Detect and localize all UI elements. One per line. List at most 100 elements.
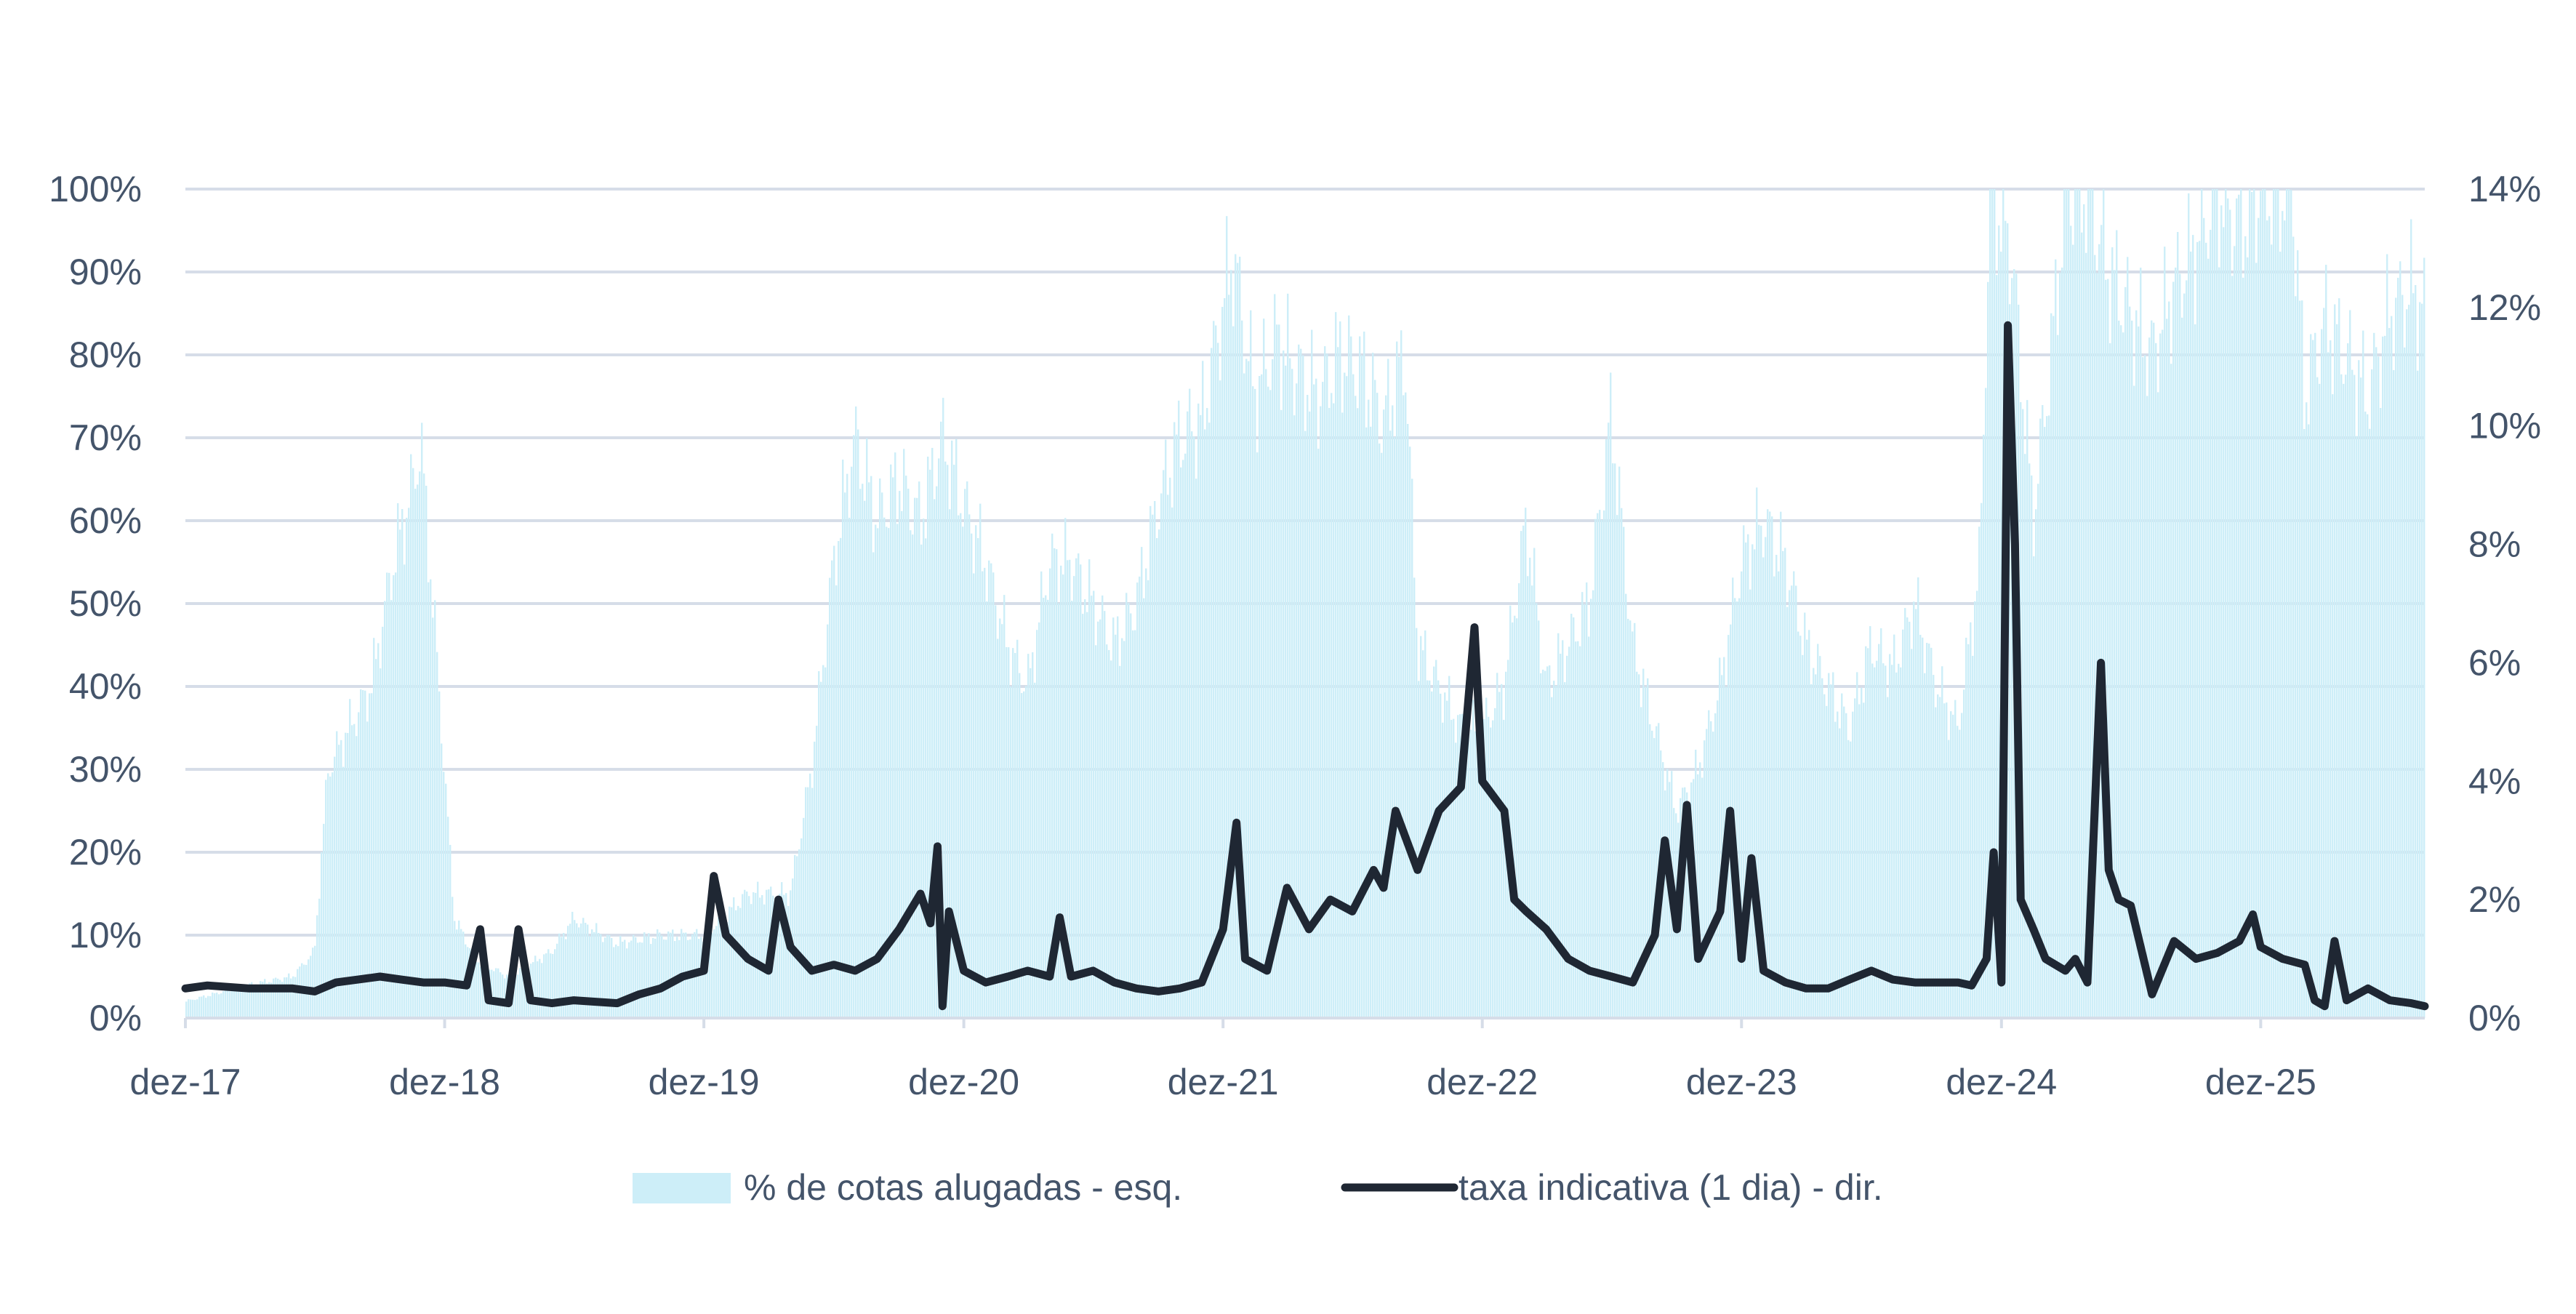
bar	[1058, 603, 1060, 1018]
bar	[722, 918, 724, 1018]
bar	[1322, 382, 1324, 1018]
left-tick-label: 40%	[69, 666, 142, 707]
bar	[231, 990, 233, 1018]
legend-line-label: taxa indicativa (1 dia) - dir.	[1458, 1167, 1883, 1208]
bar	[1110, 660, 1112, 1018]
bar	[2262, 189, 2264, 1018]
bar	[1826, 705, 1828, 1018]
bar	[2168, 301, 2170, 1019]
bar	[1961, 713, 1963, 1018]
bar	[2188, 193, 2190, 1018]
bar	[281, 982, 284, 1018]
bar	[1030, 668, 1032, 1018]
bar	[2022, 409, 2024, 1018]
bar	[460, 929, 462, 1018]
bar	[2133, 385, 2135, 1018]
bar	[1913, 601, 1915, 1018]
bar	[1389, 430, 1392, 1018]
bar	[700, 937, 702, 1018]
bar	[1413, 577, 1416, 1018]
bar	[347, 732, 349, 1018]
bar	[1296, 383, 1298, 1018]
bar	[1097, 621, 1099, 1018]
bar	[1943, 703, 1946, 1018]
bar	[1003, 595, 1006, 1018]
bar	[1806, 639, 1808, 1018]
bar	[1721, 675, 1723, 1018]
bar	[297, 969, 299, 1018]
bar	[975, 525, 977, 1018]
bar	[2388, 328, 2391, 1019]
bar	[1376, 393, 1379, 1018]
bar	[1985, 388, 1987, 1018]
bar	[2391, 316, 2393, 1018]
bar	[1717, 700, 1719, 1018]
bar	[698, 939, 700, 1018]
bar	[2244, 236, 2247, 1018]
bar	[390, 600, 393, 1018]
bar	[393, 575, 395, 1018]
bar	[1972, 655, 1974, 1018]
bar	[2303, 428, 2306, 1018]
bar	[962, 526, 964, 1018]
bar	[833, 545, 835, 1018]
bar	[1424, 630, 1427, 1018]
bar	[774, 902, 777, 1018]
bar	[582, 918, 585, 1018]
bar	[1885, 665, 1887, 1018]
bar	[1566, 655, 1568, 1018]
bar	[807, 787, 809, 1018]
bar	[855, 406, 857, 1018]
bar	[1797, 631, 1799, 1018]
bar	[225, 990, 227, 1018]
bar	[1546, 666, 1549, 1018]
bar	[1592, 590, 1594, 1018]
bar	[423, 473, 425, 1018]
bar	[896, 524, 899, 1018]
bar	[1169, 477, 1171, 1018]
bar	[2039, 418, 2042, 1018]
bar	[650, 944, 652, 1018]
bar	[1878, 644, 1880, 1018]
bar	[1773, 576, 1775, 1018]
bar	[1154, 501, 1156, 1018]
bar	[1403, 395, 1405, 1018]
bar	[2225, 189, 2227, 1018]
left-tick-label: 50%	[69, 583, 142, 624]
bar	[851, 466, 853, 1018]
bar	[2356, 436, 2358, 1018]
bar	[2301, 300, 2303, 1018]
right-tick-label: 12%	[2468, 287, 2541, 328]
bar	[1618, 466, 1621, 1018]
bar	[1701, 777, 1704, 1018]
bar	[1459, 714, 1461, 1018]
bar	[1747, 534, 1749, 1018]
bar	[2258, 217, 2260, 1019]
bar	[1496, 673, 1498, 1018]
bar	[1283, 350, 1285, 1018]
bar	[2343, 383, 2345, 1018]
bar	[1019, 673, 1021, 1018]
bar	[1093, 590, 1095, 1018]
bar	[1010, 686, 1012, 1018]
bar	[1492, 720, 1494, 1018]
bar	[2234, 246, 2236, 1018]
left-axis: 0% 10% 20% 30% 40% 50% 60% 70% 80% 90% 100%	[49, 169, 142, 1038]
bar	[1850, 741, 1852, 1018]
bar	[1278, 324, 1280, 1018]
bar	[1518, 583, 1520, 1018]
bar	[1490, 727, 1492, 1018]
bar	[1027, 654, 1030, 1018]
bar	[1976, 590, 1978, 1018]
bar	[1082, 614, 1084, 1018]
bar	[190, 999, 192, 1018]
bar	[2373, 332, 2375, 1018]
bar	[1383, 409, 1385, 1018]
bar	[1071, 601, 1073, 1018]
x-tick-label: dez-19	[649, 1062, 760, 1102]
bar	[940, 421, 942, 1018]
bar	[2249, 189, 2251, 1018]
bar	[761, 894, 763, 1018]
bar	[842, 460, 844, 1018]
bar	[580, 923, 582, 1018]
